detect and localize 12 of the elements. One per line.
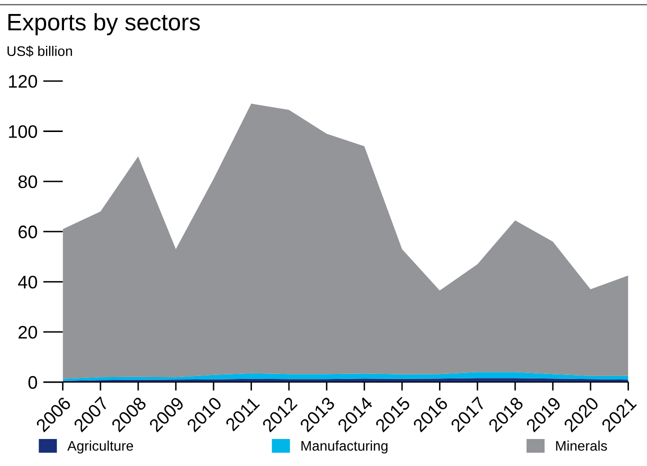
y-tick-label: 60 — [18, 226, 38, 238]
y-tick-label: 20 — [18, 326, 38, 339]
legend-label: Agriculture — [67, 440, 134, 454]
legend-label: Manufacturing — [301, 440, 388, 454]
y-tick-label: 100 — [9, 125, 38, 138]
y-axis-title: US$ billion — [8, 46, 72, 57]
y-tick-label: 0 — [28, 376, 38, 389]
y-tick-label: 120 — [9, 75, 38, 88]
chart-title: Exports by sectors — [8, 13, 200, 36]
y-tick-label: 40 — [18, 276, 38, 288]
legend-label: Minerals — [556, 440, 607, 451]
y-tick-label: 80 — [18, 175, 38, 188]
